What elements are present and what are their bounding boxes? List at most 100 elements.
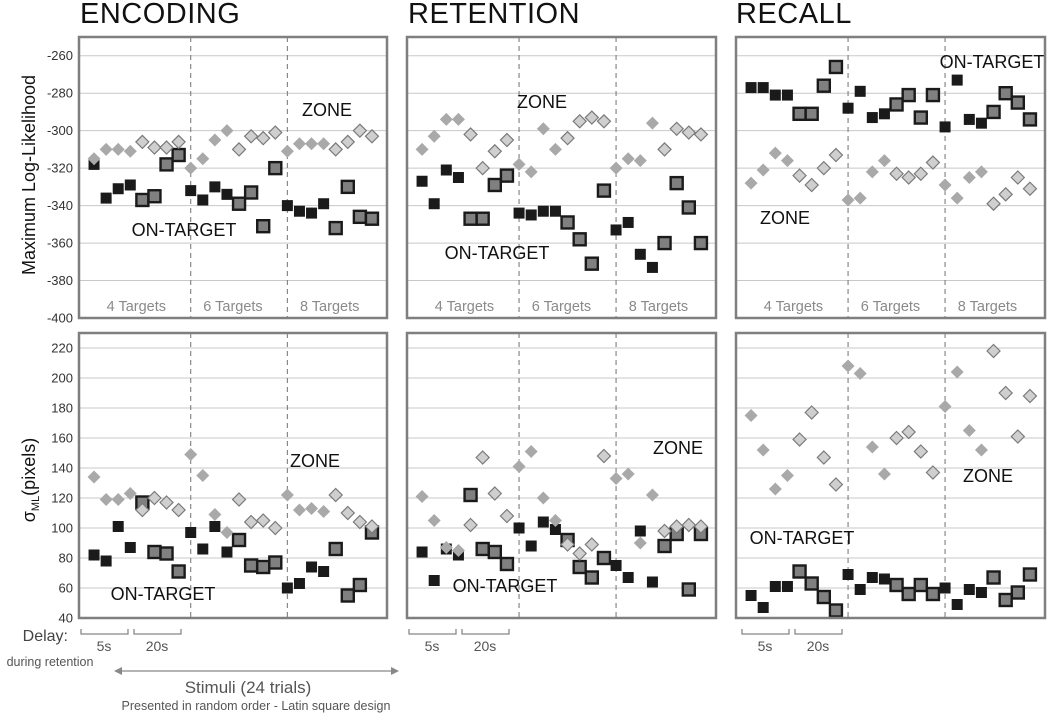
on-target-marker	[268, 555, 283, 570]
zone-marker	[901, 424, 917, 440]
zone-marker	[475, 160, 491, 176]
zone-marker	[352, 123, 368, 139]
zone-marker	[901, 170, 917, 185]
on-target-marker	[243, 558, 259, 573]
on-target-marker	[901, 87, 916, 103]
on-target-marker	[197, 543, 209, 555]
zone-marker	[925, 465, 941, 480]
on-target-marker	[939, 121, 951, 133]
on-target-marker	[854, 584, 866, 595]
on-target-marker	[757, 82, 769, 94]
zone-marker	[816, 450, 832, 465]
zone-marker	[231, 492, 247, 507]
on-target-marker	[816, 78, 832, 93]
zone-marker	[693, 127, 709, 142]
zone-marker	[998, 187, 1014, 202]
zone-marker	[998, 385, 1014, 401]
on-target-marker	[112, 183, 124, 195]
on-target-marker	[463, 211, 478, 226]
on-target-marker	[1010, 95, 1026, 110]
y-tick-label: 220	[51, 341, 73, 356]
zone-marker	[889, 430, 904, 446]
on-target-marker	[842, 569, 854, 580]
on-target-marker	[657, 538, 672, 554]
zone-marker	[135, 134, 150, 150]
annotation-label: ON-TARGET	[445, 243, 550, 263]
zone-marker	[328, 142, 344, 157]
annotation-label: ON-TARGET	[940, 52, 1045, 72]
on-target-marker	[100, 555, 112, 567]
on-target-marker	[525, 209, 537, 221]
on-target-marker	[693, 235, 709, 251]
on-target-marker	[231, 196, 247, 211]
zone-marker	[305, 502, 319, 515]
zone-marker	[950, 365, 964, 379]
zone-marker	[87, 470, 101, 484]
on-target-marker	[147, 544, 162, 560]
zone-marker	[548, 514, 562, 527]
zone-marker	[841, 359, 855, 373]
zone-marker	[317, 137, 331, 151]
zone-marker	[865, 165, 879, 179]
zone-marker	[328, 487, 344, 503]
zone-marker	[633, 536, 647, 550]
delay-legend	[80, 629, 843, 635]
on-target-marker	[596, 183, 612, 198]
zone-marker	[317, 505, 331, 518]
y-tick-label: 160	[51, 431, 73, 446]
y-tick-label: -300	[47, 123, 73, 138]
on-target-marker	[998, 592, 1013, 608]
annotation-label: ZONE	[760, 208, 810, 228]
zone-marker	[1022, 181, 1038, 197]
zone-marker	[415, 142, 429, 156]
on-target-marker	[147, 189, 162, 204]
zone-marker	[364, 128, 380, 144]
y-tick-label: -340	[47, 198, 73, 213]
zone-marker	[536, 491, 550, 505]
zone-marker	[487, 143, 503, 159]
zone-marker	[267, 125, 283, 140]
zone-marker	[123, 487, 137, 500]
zone-marker	[135, 502, 150, 518]
on-target-marker	[416, 175, 428, 187]
zone-marker	[804, 405, 820, 420]
on-target-marker	[100, 192, 112, 204]
on-target-marker	[112, 521, 124, 532]
on-target-marker	[951, 74, 963, 86]
zone-marker	[913, 444, 929, 459]
delay-bracket-20s-recall	[794, 629, 843, 635]
zone-marker	[147, 490, 162, 506]
zone-marker	[621, 467, 635, 481]
on-target-marker	[634, 248, 646, 260]
panels: -260 -280 -300 -320 -340 -360 -380 -400 4 Target…	[47, 35, 1047, 626]
panel-6: ON-TARGET ZONE	[734, 331, 1047, 620]
zone-marker	[364, 519, 380, 534]
zone-marker	[292, 503, 306, 517]
on-target-marker	[622, 572, 634, 583]
zone-marker	[792, 432, 807, 447]
on-target-marker	[584, 256, 600, 271]
on-target-marker	[681, 582, 697, 597]
on-target-marker	[975, 587, 987, 598]
zone-marker	[512, 460, 526, 473]
zone-marker	[427, 514, 441, 527]
on-target-marker	[757, 602, 769, 613]
on-target-marker	[281, 200, 293, 212]
delay-subtitle: during retention	[7, 655, 94, 669]
on-target-marker	[828, 603, 844, 618]
zone-marker	[925, 155, 941, 170]
group-label: 6 Targets	[861, 299, 920, 315]
on-target-marker	[610, 224, 622, 236]
delay-bracket-5s-recall	[741, 629, 790, 635]
zone-marker	[645, 116, 659, 130]
zone-marker	[231, 142, 247, 157]
on-target-marker	[549, 524, 561, 535]
annotation-label: ZONE	[963, 466, 1013, 486]
on-target-marker	[610, 560, 622, 571]
zone-marker	[196, 469, 210, 482]
zone-marker	[439, 541, 453, 554]
on-target-marker	[499, 556, 515, 572]
zone-marker	[792, 168, 807, 183]
panel-frame	[734, 35, 1047, 320]
